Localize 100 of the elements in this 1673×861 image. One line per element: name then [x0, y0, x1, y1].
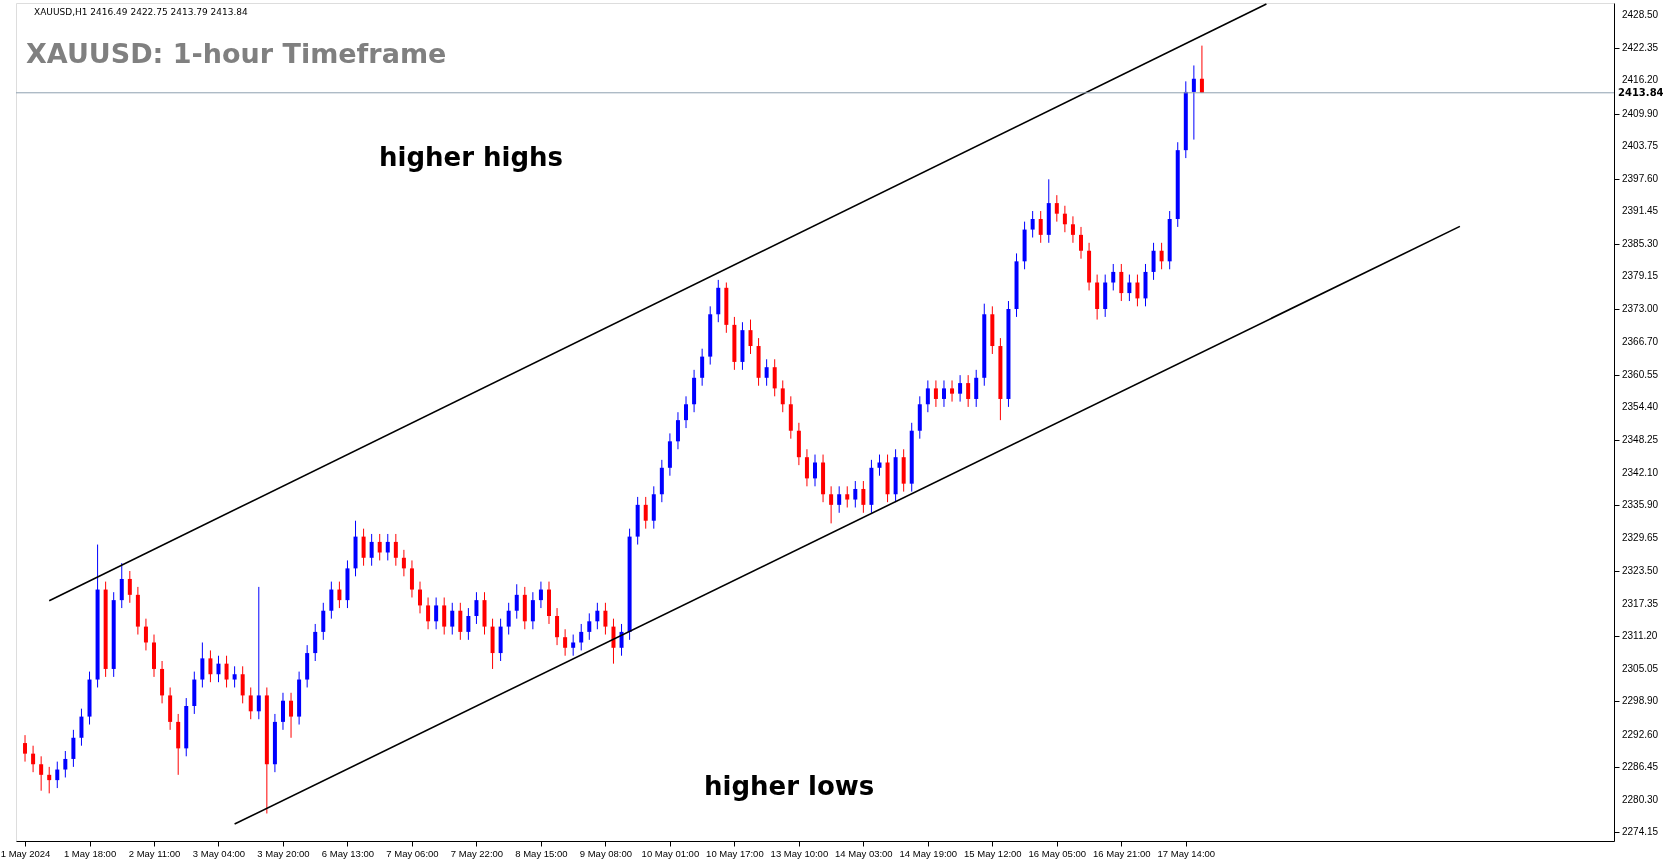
- candlestick: [1119, 263, 1124, 302]
- candlestick: [47, 766, 52, 794]
- candlestick: [780, 379, 785, 413]
- candlestick: [1191, 64, 1196, 141]
- candlestick: [256, 586, 261, 720]
- x-tick-label: 3 May 20:00: [257, 847, 310, 859]
- candlestick: [23, 734, 28, 763]
- candlestick: [401, 549, 406, 577]
- y-tick-label: 2311.20: [1622, 630, 1658, 642]
- candlestick: [1054, 194, 1059, 223]
- y-tick-label: 2335.90: [1622, 499, 1659, 511]
- y-tick-label: 2409.90: [1622, 107, 1659, 119]
- candlestick: [1199, 45, 1204, 94]
- candlestick: [950, 379, 955, 403]
- candlestick: [1079, 226, 1084, 260]
- candlestick: [361, 528, 366, 567]
- y-tick-label: 2416.20: [1622, 74, 1659, 86]
- y-tick-label: 2323.50: [1622, 565, 1659, 577]
- candlestick: [514, 583, 519, 620]
- x-tick-label: 9 May 08:00: [579, 847, 633, 859]
- candlestick: [79, 708, 84, 747]
- x-tick-label: 14 May 03:00: [835, 847, 893, 859]
- annotation: higher lows: [704, 771, 875, 801]
- x-tick-label: 1 May 2024: [0, 847, 51, 859]
- candlestick: [240, 665, 245, 704]
- y-tick-label: 2373.00: [1622, 302, 1659, 314]
- y-tick-label: 2274.15: [1622, 826, 1659, 838]
- candlestick: [458, 602, 463, 641]
- y-tick-label: 2354.40: [1622, 401, 1659, 413]
- candlestick: [643, 496, 648, 530]
- candlestick: [55, 761, 60, 789]
- candlestick: [813, 454, 817, 487]
- candlestick: [143, 618, 148, 651]
- candlestick: [579, 623, 584, 651]
- candlestick: [571, 634, 576, 657]
- candlestick: [434, 596, 439, 630]
- candlestick: [1135, 274, 1140, 307]
- candlestick: [804, 448, 809, 487]
- candlestick: [474, 591, 479, 625]
- x-tick-label: 6 May 13:00: [321, 847, 375, 859]
- candlestick: [877, 454, 882, 477]
- x-tick-label: 10 May 17:00: [706, 847, 764, 859]
- x-tick-label: 17 May 14:00: [1157, 847, 1216, 859]
- candlestick: [224, 655, 229, 688]
- y-tick-label: 2292.60: [1622, 728, 1659, 740]
- candlestick: [71, 729, 76, 768]
- candlestick: [385, 533, 390, 561]
- candlestick: [426, 596, 431, 630]
- x-tick-label: 8 May 15:00: [515, 847, 568, 859]
- candlestick: [289, 692, 294, 739]
- x-tick-label: 7 May 06:00: [386, 847, 439, 859]
- candlestick: [595, 602, 600, 630]
- candlestick: [764, 358, 769, 387]
- candlestick: [119, 562, 124, 609]
- candlestick: [1070, 215, 1075, 244]
- candlestick: [232, 665, 237, 688]
- candlestick: [684, 395, 689, 429]
- x-tick-label: 10 May 01:00: [641, 847, 700, 859]
- y-tick-label: 2360.55: [1622, 368, 1659, 380]
- chart-subtitle: XAUUSD,H1 2416.49 2422.75 2413.79 2413.84: [34, 7, 249, 17]
- candlestick: [555, 607, 560, 646]
- candlestick: [39, 755, 44, 792]
- candlestick: [772, 358, 777, 397]
- candlestick: [63, 750, 68, 778]
- x-tick-label: 14 May 19:00: [899, 847, 958, 859]
- candlestick: [563, 628, 568, 657]
- candlestick: [1151, 242, 1156, 281]
- candlestick: [861, 480, 866, 514]
- candlestick: [377, 533, 382, 561]
- ref-line-label: 2413.84: [1618, 86, 1664, 98]
- x-tick-label: 15 May 12:00: [964, 847, 1022, 859]
- y-tick-label: 2280.30: [1622, 793, 1659, 805]
- candlestick: [127, 570, 132, 604]
- x-tick-label: 1 May 18:00: [63, 847, 117, 859]
- y-tick-label: 2385.30: [1622, 237, 1659, 249]
- candlestick: [248, 686, 253, 720]
- candlestick: [200, 641, 205, 688]
- candlestick: [530, 591, 535, 630]
- candlestick: [538, 581, 543, 609]
- candlestick: [1038, 210, 1043, 244]
- candlestick: [829, 485, 834, 524]
- candlestick: [1030, 210, 1035, 239]
- candlestick: [933, 379, 938, 408]
- candlestick: [216, 655, 221, 683]
- candlestick: [700, 348, 705, 387]
- x-tick-label: 16 May 05:00: [1028, 847, 1087, 859]
- candlestick: [675, 411, 680, 450]
- candlestick: [321, 602, 326, 641]
- candlestick: [958, 374, 963, 403]
- y-tick-label: 2298.90: [1622, 695, 1659, 707]
- candlestick: [393, 533, 398, 567]
- y-tick-label: 2403.75: [1622, 140, 1659, 152]
- y-tick-label: 2329.65: [1622, 532, 1659, 544]
- candlestick: [418, 581, 423, 614]
- candlestick: [1062, 205, 1067, 233]
- candlestick: [966, 374, 971, 408]
- candlestick: [603, 602, 608, 636]
- x-tick-label: 13 May 10:00: [770, 847, 829, 859]
- text: XAUUSD: 1-hour Timeframe: [26, 38, 447, 69]
- y-tick-label: 2317.35: [1622, 597, 1659, 609]
